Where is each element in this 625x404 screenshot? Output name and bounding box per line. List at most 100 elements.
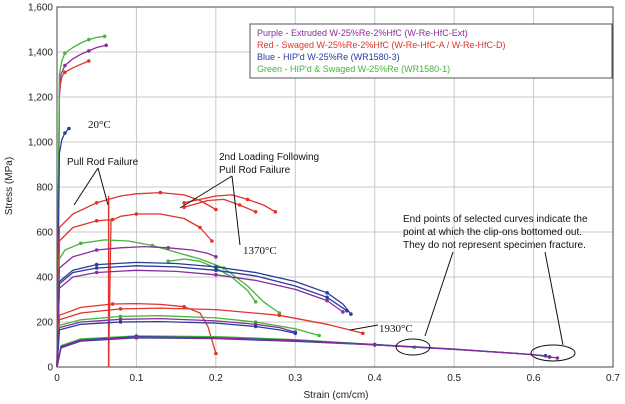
end-point-circle-1 — [395, 338, 431, 356]
series-line — [56, 261, 352, 368]
arrow-second-loading-b — [231, 175, 241, 246]
series-point — [253, 210, 258, 214]
series-point — [182, 201, 186, 205]
annotation-pull-rod-failure: Pull Rod Failure — [67, 157, 139, 168]
plot-frame — [56, 6, 614, 368]
series-point — [87, 37, 91, 42]
series-point — [67, 126, 71, 131]
series-point — [293, 331, 298, 336]
series-point — [214, 254, 218, 259]
y-tick-label: 0 — [47, 363, 53, 374]
series-line — [56, 315, 320, 368]
y-axis-label: Stress (MPa) — [4, 157, 15, 215]
arrow-pull-rod-failure-b — [97, 167, 109, 206]
legend-item-blue: Blue - HIP'd W-25%Re (WR1580-3) — [257, 52, 400, 62]
series-layer — [56, 34, 560, 368]
x-tick-label: 0.1 — [129, 373, 143, 384]
series-point — [166, 259, 170, 264]
series-line — [183, 194, 276, 213]
series-point — [349, 312, 353, 316]
annotation-end-note-line1: End points of selected curves indicate t… — [403, 214, 588, 225]
series-point — [118, 314, 123, 319]
series-point — [79, 241, 83, 246]
series-point — [198, 225, 202, 230]
series-line — [56, 320, 296, 368]
series-point — [94, 262, 99, 267]
annotation-second-loading-line1: 2nd Loading Following — [219, 152, 319, 163]
legend-item-purple: Purple - Extruded W-25%Re-2%HfC (W-Re-Hf… — [257, 28, 468, 38]
arrow-1930 — [349, 324, 379, 331]
series-line — [107, 213, 213, 368]
series-point — [104, 43, 108, 48]
x-tick-label: 0.5 — [447, 373, 461, 384]
annotation-second-loading-line2: Pull Rod Failure — [219, 165, 291, 176]
series-point — [118, 320, 123, 324]
y-tick-label: 800 — [36, 183, 53, 194]
series-point — [63, 63, 67, 68]
x-axis-label: Strain (cm/cm) — [304, 390, 369, 401]
y-tick-label: 400 — [36, 273, 53, 284]
arrow-end-note-a — [424, 251, 454, 337]
arrow-end-note-b — [544, 251, 564, 346]
annotation-temp-1930: 1930°C — [379, 323, 413, 335]
series-point — [63, 131, 67, 135]
series-point — [110, 302, 115, 306]
series-point — [87, 49, 91, 53]
series-point — [94, 201, 99, 205]
end-point-circle-2 — [530, 344, 576, 362]
x-tick-label: 0.6 — [527, 373, 541, 384]
series-point — [325, 298, 329, 303]
series-point — [134, 212, 139, 216]
series-point — [118, 317, 123, 322]
series-point — [214, 273, 218, 277]
series-line — [56, 307, 363, 368]
series-point — [166, 246, 170, 250]
series-point — [325, 295, 329, 300]
y-tick-label: 1,200 — [28, 93, 53, 104]
series-point — [210, 239, 214, 243]
annotations: 20°C 1370°C 1930°C Pull Rod Failure 2nd … — [67, 119, 588, 362]
series-point — [94, 248, 99, 252]
series-line — [56, 265, 348, 368]
series-point — [63, 70, 67, 75]
series-line — [56, 35, 105, 368]
series-point — [158, 190, 163, 195]
series-point — [245, 197, 250, 202]
series-point — [273, 210, 278, 214]
legend-item-red: Red - Swaged W-25%Re-2%HfC (W-Re-HfC-A /… — [257, 40, 506, 50]
legend-item-green: Green - HIP'd & Swaged W-25%Re (WR1580-1… — [257, 64, 450, 74]
series-point — [372, 343, 377, 347]
y-tick-label: 1,600 — [28, 3, 53, 14]
series-line — [56, 317, 296, 368]
series-line — [56, 128, 70, 368]
series-point — [214, 268, 218, 273]
series-point — [317, 333, 321, 338]
series-line — [56, 302, 217, 368]
legend: Purple - Extruded W-25%Re-2%HfC (W-Re-Hf… — [249, 23, 613, 79]
series-line — [56, 245, 217, 368]
x-tick-label: 0 — [54, 373, 60, 384]
series-point — [345, 309, 349, 313]
series-point — [63, 51, 67, 55]
y-tick-label: 600 — [36, 228, 53, 239]
axes: 0 0.1 0.2 0.3 0.4 0.5 0.6 0.7 0 200 400 600 800 1,000… — [28, 3, 620, 385]
arrow-pull-rod-failure-a — [73, 167, 99, 206]
x-tick-label: 0.7 — [606, 373, 620, 384]
series-point — [361, 331, 365, 336]
series-point — [237, 203, 242, 207]
y-tick-label: 1,000 — [28, 138, 53, 149]
series-point — [134, 335, 139, 340]
x-tick-label: 0.4 — [368, 373, 382, 384]
annotation-end-note-line2: point at which the clip-ons bottomed out… — [403, 227, 582, 238]
series-point — [214, 207, 218, 212]
legend-box — [249, 23, 613, 79]
series-line — [56, 191, 217, 368]
series-point — [94, 266, 99, 270]
series-point — [214, 265, 218, 269]
series-point — [87, 59, 91, 63]
annotation-temp-20: 20°C — [88, 119, 111, 131]
series-line — [56, 336, 558, 368]
series-line — [56, 269, 344, 368]
